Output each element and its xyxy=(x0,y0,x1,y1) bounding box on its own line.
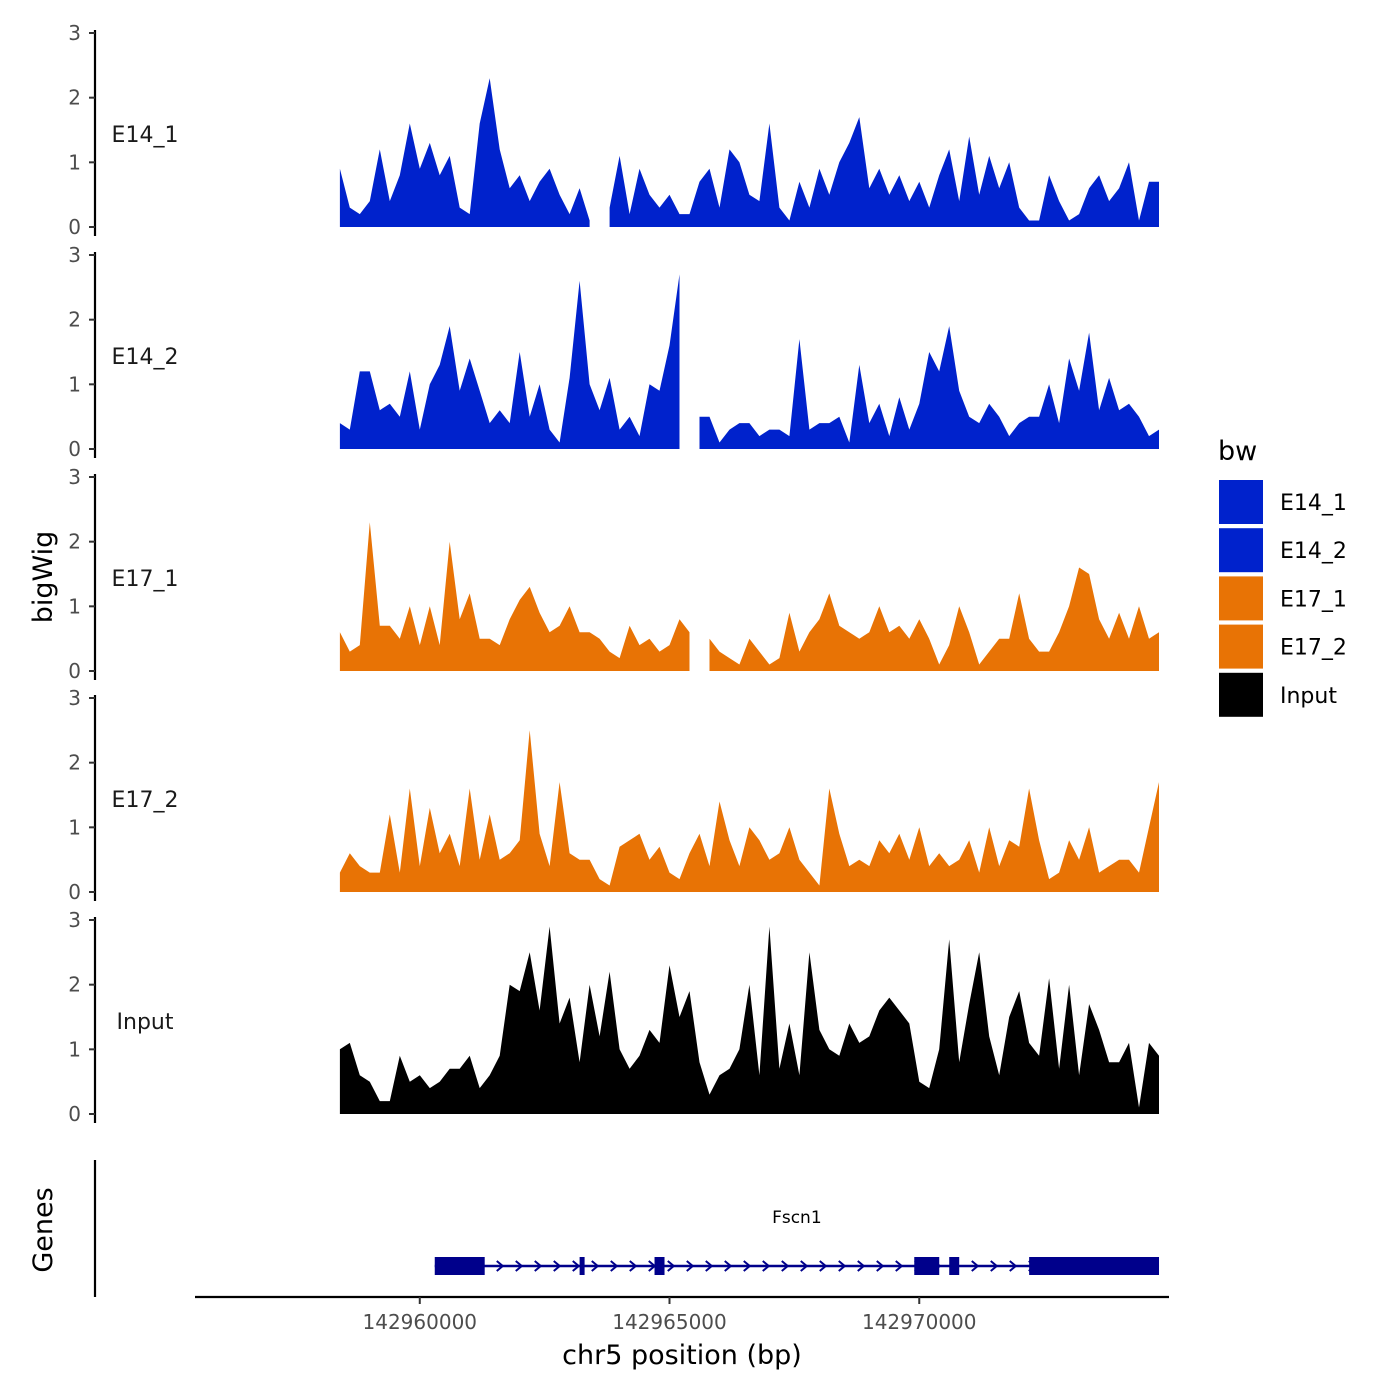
y-tick-label: 0 xyxy=(68,659,81,683)
track-label: E14_2 xyxy=(112,345,179,370)
y-tick-label: 3 xyxy=(68,686,81,710)
y-tick-label: 0 xyxy=(68,215,81,239)
strand-arrow xyxy=(705,1260,714,1272)
strand-arrow xyxy=(496,1260,505,1272)
strand-arrow xyxy=(990,1260,999,1272)
y-tick-label: 3 xyxy=(68,243,81,267)
signal-area xyxy=(699,326,1159,449)
x-tick-label: 142965000 xyxy=(612,1310,727,1334)
legend-label-E17_2: E17_2 xyxy=(1280,636,1347,661)
y-tick-label: 1 xyxy=(68,150,81,174)
strand-arrow xyxy=(515,1260,524,1272)
y-tick-label: 1 xyxy=(68,372,81,396)
gene-exon xyxy=(654,1257,665,1275)
y-tick-label: 3 xyxy=(68,465,81,489)
legend-label-E17_1: E17_1 xyxy=(1280,587,1347,612)
strand-arrow xyxy=(857,1260,866,1272)
strand-arrow xyxy=(895,1260,904,1272)
legend-key-Input xyxy=(1219,672,1263,717)
track-E17_2: 0 1 2 3 E17_2 xyxy=(68,686,1159,904)
legend-label-Input: Input xyxy=(1280,684,1337,709)
signal-area xyxy=(339,730,1159,892)
track-Input: 0 1 2 3 Input xyxy=(68,908,1159,1126)
strand-arrow xyxy=(724,1260,733,1272)
strand-arrow xyxy=(667,1260,676,1272)
legend-label-E14_2: E14_2 xyxy=(1280,539,1347,564)
track-label: Input xyxy=(117,1010,174,1035)
legend-key-E17_2 xyxy=(1219,624,1263,669)
track-E17_1: 0 1 2 3 E17_1 xyxy=(68,465,1159,683)
gene-panel: Fscn1 xyxy=(93,1160,1160,1297)
x-tick-label: 142970000 xyxy=(862,1310,977,1334)
y-tick-label: 2 xyxy=(68,308,81,332)
gene-exon xyxy=(949,1257,960,1275)
signal-area xyxy=(339,274,680,449)
signal-area xyxy=(339,926,1159,1114)
legend-key-E17_1 xyxy=(1219,576,1263,621)
legend-title: bw xyxy=(1218,436,1257,467)
track-E14_1: 0 1 2 3 E14_1 xyxy=(68,21,1159,239)
x-axis: 142960000 142965000 142970000 xyxy=(195,1295,1169,1334)
strand-arrow xyxy=(629,1260,638,1272)
y-tick-label: 3 xyxy=(68,908,81,932)
track-label: E14_1 xyxy=(112,123,179,148)
strand-arrow xyxy=(1009,1260,1018,1272)
y-tick-label: 2 xyxy=(68,86,81,110)
y-tick-label: 1 xyxy=(68,594,81,618)
signal-area xyxy=(339,522,690,671)
strand-arrow xyxy=(553,1260,562,1272)
strand-arrow xyxy=(610,1260,619,1272)
y-tick-label: 3 xyxy=(68,21,81,45)
y-tick-label: 1 xyxy=(68,815,81,839)
strand-arrow xyxy=(876,1260,885,1272)
y-axis-title: bigWig xyxy=(28,531,59,624)
x-axis-title: chr5 position (bp) xyxy=(562,1340,802,1371)
legend-key-E14_2 xyxy=(1219,528,1263,573)
strand-arrow xyxy=(819,1260,828,1272)
y-tick-label: 1 xyxy=(68,1037,81,1061)
strand-arrow xyxy=(743,1260,752,1272)
legend-key-E14_1 xyxy=(1219,480,1263,524)
signal-area xyxy=(339,78,590,227)
y-tick-label: 2 xyxy=(68,973,81,997)
x-tick-label: 142960000 xyxy=(363,1310,478,1334)
strand-arrow xyxy=(800,1260,809,1272)
y-tick-label: 2 xyxy=(68,530,81,554)
y-tick-label: 0 xyxy=(68,880,81,904)
y-tick-label: 0 xyxy=(68,1102,81,1126)
strand-arrow xyxy=(686,1260,695,1272)
track-label: E17_2 xyxy=(112,788,179,813)
strand-arrow xyxy=(572,1260,581,1272)
gene-exon xyxy=(434,1257,485,1275)
signal-area xyxy=(609,117,1159,227)
strand-arrow xyxy=(971,1260,980,1272)
strand-arrow xyxy=(762,1260,771,1272)
track-E14_2: 0 1 2 3 E14_2 xyxy=(68,243,1159,461)
legend-label-E14_1: E14_1 xyxy=(1280,491,1347,516)
signal-area xyxy=(709,567,1159,671)
track-label: E17_1 xyxy=(112,567,179,592)
y-tick-label: 0 xyxy=(68,437,81,461)
legend: bw E14_1 E14_2 E17_1 E17_2 Input xyxy=(1218,436,1347,717)
strand-arrow xyxy=(781,1260,790,1272)
gene-name: Fscn1 xyxy=(772,1208,822,1228)
gene-exon xyxy=(579,1257,585,1275)
y-tick-label: 2 xyxy=(68,751,81,775)
bigwig-tracks: 0 1 2 3 E14_1 0 1 2 3 E14_2 0 1 2 3 E17_1 0 1 2 3 E17_2 0 1 2 3… xyxy=(68,21,1159,1126)
gene-exon xyxy=(914,1257,940,1275)
gene-exon xyxy=(1029,1257,1160,1275)
strand-arrow xyxy=(591,1260,600,1272)
genes-axis-title: Genes xyxy=(28,1187,59,1272)
strand-arrow xyxy=(838,1260,847,1272)
strand-arrow xyxy=(534,1260,543,1272)
